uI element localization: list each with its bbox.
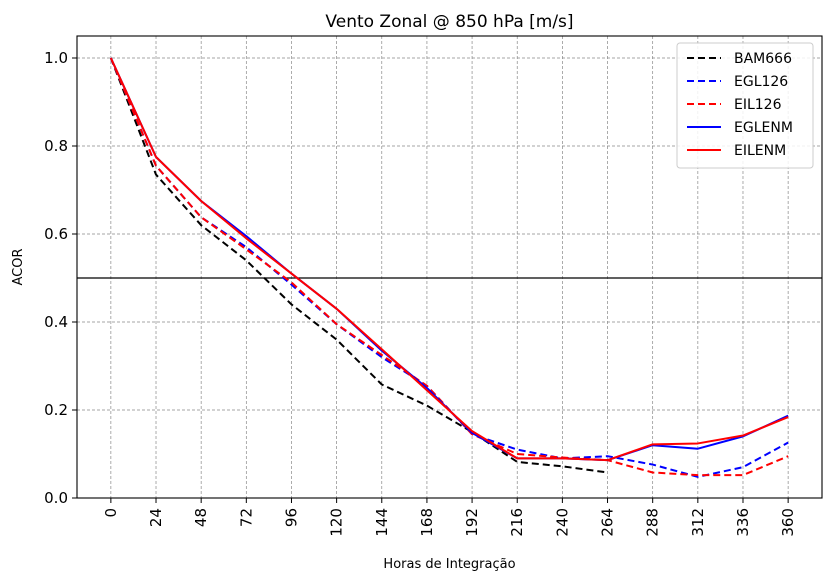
plot-frame [76,35,823,499]
x-tick-label: 360 [779,508,797,537]
series-line-bam666 [109,57,608,474]
series-line-eilenm [109,57,789,462]
legend-label-eilenm: EILENM [734,143,786,159]
y-tick-label: 0.6 [44,225,68,243]
x-tick-label: 264 [599,508,617,537]
legend-label-eglenm: EGLENM [734,120,793,136]
x-tick-label: 48 [192,508,210,527]
x-axis-title: Horas de Integração [383,557,515,572]
y-axis-title: ACOR [11,248,26,285]
legend-label-bam666: BAM666 [734,51,792,67]
x-tick-label: 120 [328,508,346,537]
x-tick-label: 0 [102,508,120,518]
ticks: 0 24 48 72 96 120 144 168 192 216 240 264 288 312 336 3… [44,49,797,537]
x-tick-label: 216 [508,508,526,537]
x-tick-label: 240 [553,508,571,537]
x-tick-label: 96 [282,508,300,527]
x-tick-label: 288 [644,508,662,537]
y-tick-label: 1.0 [44,49,68,67]
x-tick-label: 144 [373,508,391,537]
x-tick-label: 72 [237,508,255,527]
x-tick-label: 168 [418,508,436,537]
x-tick-label: 336 [734,508,752,537]
x-tick-label: 192 [463,508,481,537]
x-tick-label: 24 [147,508,165,527]
series-group [109,57,789,478]
legend: BAM666 EGL126 EIL126 EGLENM EILENM [676,42,814,169]
x-tick-label: 312 [689,508,707,537]
y-tick-label: 0.4 [44,313,68,331]
legend-label-egl126: EGL126 [734,74,788,90]
y-tick-label: 0.0 [44,489,68,507]
chart-title: Vento Zonal @ 850 hPa [m/s] [325,12,573,32]
legend-label-eil126: EIL126 [734,97,782,113]
y-tick-label: 0.2 [44,401,68,419]
legend-box [676,42,814,169]
y-tick-label: 0.8 [44,137,68,155]
